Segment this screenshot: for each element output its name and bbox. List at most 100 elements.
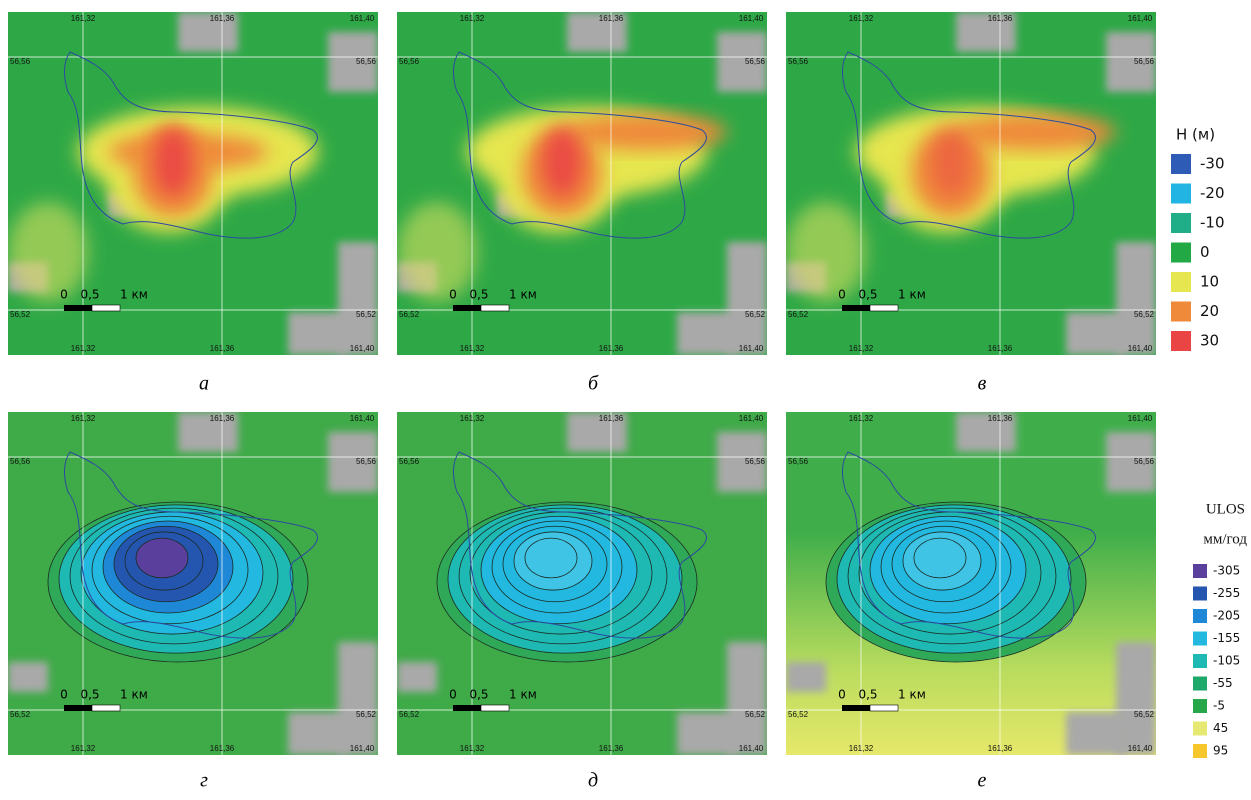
legend-label: 30 (1200, 332, 1219, 350)
longitude-label: 161,40 (1128, 14, 1153, 23)
scale-bar (92, 305, 120, 311)
legend-swatch (1193, 722, 1207, 736)
latitude-label: 56,56 (745, 57, 766, 66)
longitude-label: 161,32 (849, 14, 874, 23)
legend-swatch (1171, 154, 1191, 174)
longitude-label: 161,36 (599, 744, 624, 753)
scale-label: 0,5 (469, 288, 488, 302)
longitude-label: 161,32 (460, 14, 485, 23)
map-panel: 161,32161,32161,36161,36161,40161,4056,5… (8, 412, 378, 755)
longitude-label: 161,40 (350, 14, 375, 23)
latitude-label: 56,56 (399, 57, 420, 66)
latitude-label: 56,52 (1134, 310, 1155, 319)
latitude-label: 56,52 (10, 710, 31, 719)
latitude-label: 56,52 (745, 710, 766, 719)
no-data (288, 312, 348, 355)
longitude-label: 161,32 (849, 744, 874, 753)
latitude-label: 56,52 (356, 310, 377, 319)
scale-bar (870, 705, 898, 711)
longitude-label: 161,36 (599, 414, 624, 423)
legend-title: Н (м) (1176, 126, 1215, 144)
anomaly (931, 127, 971, 197)
scale-label: 0 (838, 688, 846, 702)
scale-bar (842, 705, 870, 711)
longitude-label: 161,32 (460, 344, 485, 353)
map-panel: 161,32161,32161,36161,36161,40161,4056,5… (397, 12, 767, 355)
panel-label: в (978, 373, 987, 395)
latitude-label: 56,52 (788, 710, 809, 719)
map-image (8, 12, 378, 355)
scale-bar (870, 305, 898, 311)
longitude-label: 161,32 (71, 14, 96, 23)
legend-label: 45 (1213, 721, 1228, 735)
legend-label: -55 (1213, 676, 1233, 690)
legend-label: 0 (1200, 243, 1210, 261)
anomaly (153, 127, 193, 197)
scale-label: 0,5 (80, 688, 99, 702)
no-data (8, 662, 48, 692)
latitude-label: 56,56 (10, 457, 31, 466)
legend-swatch (1193, 654, 1207, 668)
panel-label: д (588, 770, 598, 792)
map-image (786, 12, 1156, 355)
longitude-label: 161,36 (988, 744, 1013, 753)
scale-label: 1 км (509, 288, 537, 302)
map-image (397, 12, 767, 355)
longitude-label: 161,36 (988, 344, 1013, 353)
longitude-label: 161,36 (988, 414, 1013, 423)
longitude-label: 161,40 (739, 414, 764, 423)
scale-bar (92, 705, 120, 711)
scale-label: 1 км (898, 288, 926, 302)
latitude-label: 56,56 (356, 57, 377, 66)
scale-label: 0 (60, 288, 68, 302)
scale-label: 1 км (509, 688, 537, 702)
legend-label: -255 (1213, 586, 1240, 600)
panel-label: г (200, 770, 208, 792)
longitude-label: 161,36 (210, 744, 235, 753)
scale-label: 1 км (120, 288, 148, 302)
legend-label: -5 (1213, 699, 1225, 713)
scale-bar (64, 705, 92, 711)
panel-label: а (199, 373, 209, 395)
latitude-label: 56,52 (399, 310, 420, 319)
scale-bar (481, 705, 509, 711)
latitude-label: 56,56 (10, 57, 31, 66)
legend-swatch (1171, 243, 1191, 263)
longitude-label: 161,32 (71, 344, 96, 353)
scale-label: 0 (60, 688, 68, 702)
scale-bar (64, 305, 92, 311)
no-data (288, 712, 348, 755)
anomaly (8, 202, 88, 302)
longitude-label: 161,40 (1128, 414, 1153, 423)
longitude-label: 161,40 (350, 744, 375, 753)
map-panel: 161,32161,32161,36161,36161,40161,4056,5… (786, 12, 1156, 355)
scale-label: 0 (838, 288, 846, 302)
longitude-label: 161,40 (350, 344, 375, 353)
panel-label: е (978, 770, 987, 792)
anomaly (542, 127, 582, 197)
legend-swatch (1171, 331, 1191, 351)
map-panel: 161,32161,32161,36161,36161,40161,4056,5… (786, 412, 1156, 755)
latitude-label: 56,52 (10, 310, 31, 319)
latitude-label: 56,56 (745, 457, 766, 466)
latitude-label: 56,56 (788, 57, 809, 66)
longitude-label: 161,36 (210, 14, 235, 23)
longitude-label: 161,32 (460, 744, 485, 753)
legend-swatch (1193, 699, 1207, 713)
legend-swatch (1193, 609, 1207, 623)
legend-label: 10 (1200, 273, 1219, 291)
longitude-label: 161,40 (739, 14, 764, 23)
legend-label: -20 (1200, 184, 1225, 202)
legend-label: -155 (1213, 631, 1240, 645)
longitude-label: 161,36 (599, 14, 624, 23)
latitude-label: 56,52 (399, 710, 420, 719)
legend-label: -105 (1213, 654, 1240, 668)
longitude-label: 161,32 (71, 744, 96, 753)
latitude-label: 56,56 (1134, 57, 1155, 66)
scale-bar (842, 305, 870, 311)
contour (525, 538, 577, 578)
map-panel: 161,32161,32161,36161,36161,40161,4056,5… (397, 412, 767, 755)
anomaly (786, 202, 866, 302)
latitude-label: 56,56 (788, 457, 809, 466)
legend-label: 95 (1213, 744, 1228, 758)
